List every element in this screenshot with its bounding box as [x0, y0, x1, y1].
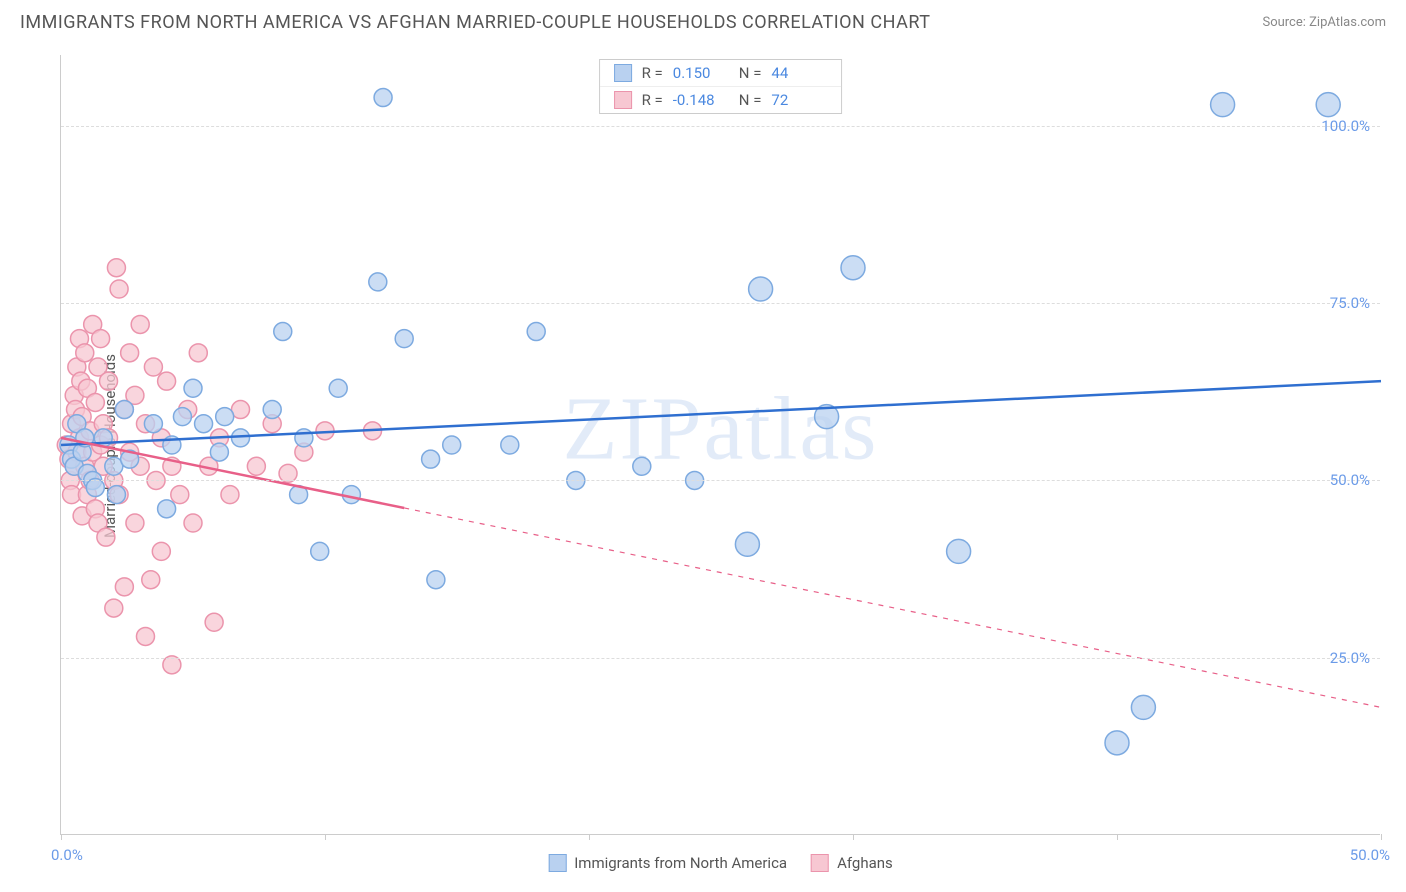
gridline-h: [61, 480, 1380, 481]
ytick-label: 75.0%: [1330, 294, 1370, 312]
legend-stats-row-0: R = 0.150 N = 44: [600, 60, 842, 86]
legend-stats: R = 0.150 N = 44 R = -0.148 N = 72: [599, 59, 843, 114]
xtick: [589, 834, 590, 840]
legend-series: Immigrants from North America Afghans: [548, 854, 893, 872]
ytick-label: 50.0%: [1330, 471, 1370, 489]
gridline-h: [61, 126, 1380, 127]
xtick: [1117, 834, 1118, 840]
xtick: [1381, 834, 1382, 840]
ytick-label: 25.0%: [1330, 649, 1370, 667]
legend-swatch-blue: [614, 64, 632, 82]
gridline-h: [61, 303, 1380, 304]
legend-item-1: Afghans: [811, 854, 893, 872]
gridline-h: [61, 658, 1380, 659]
legend-swatch-pink-icon: [811, 854, 829, 872]
plot-svg: [61, 55, 1380, 834]
legend-swatch-blue-icon: [548, 854, 566, 872]
xtick: [325, 834, 326, 840]
correlation-chart: ZIPatlas R = 0.150 N = 44 R = -0.148 N =…: [60, 55, 1380, 835]
source-attribution: Source: ZipAtlas.com: [1262, 15, 1386, 30]
xtick: [853, 834, 854, 840]
legend-stats-row-1: R = -0.148 N = 72: [600, 86, 842, 113]
legend-item-0: Immigrants from North America: [548, 854, 787, 872]
page-title: IMMIGRANTS FROM NORTH AMERICA VS AFGHAN …: [20, 12, 930, 33]
ytick-label: 100.0%: [1321, 117, 1370, 135]
legend-swatch-pink: [614, 91, 632, 109]
xtick-label-5: 50.0%: [1350, 846, 1390, 864]
xtick: [61, 834, 62, 840]
xtick-label-0: 0.0%: [51, 846, 83, 864]
